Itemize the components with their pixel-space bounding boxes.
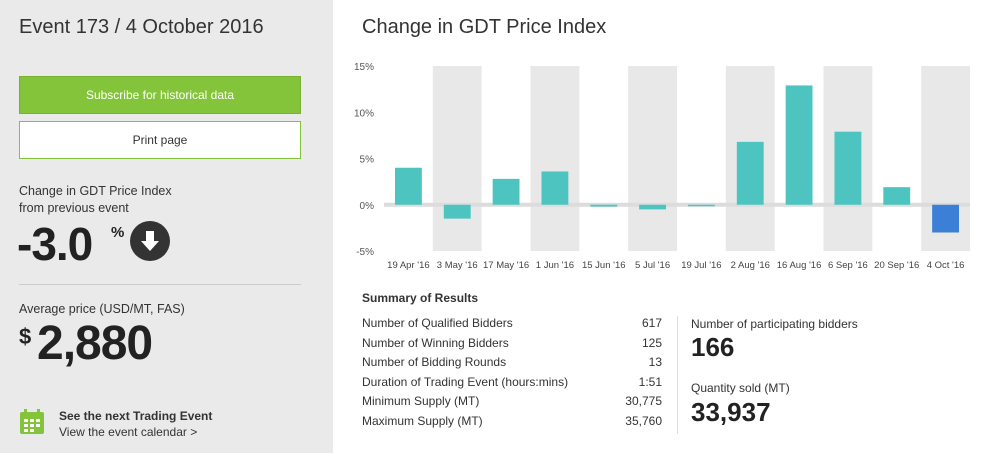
vertical-divider bbox=[677, 316, 678, 434]
x-tick-label: 20 Sep '16 bbox=[874, 260, 919, 271]
chart-band bbox=[628, 66, 677, 251]
summary-row-label: Maximum Supply (MT) bbox=[362, 413, 483, 428]
summary-row-value: 35,760 bbox=[625, 413, 662, 428]
summary-row: Duration of Trading Event (hours:mins) 1:… bbox=[362, 375, 662, 394]
quantity-value: 33,937 bbox=[691, 397, 771, 427]
change-value: -3.0 bbox=[17, 218, 93, 270]
chart-bar bbox=[639, 204, 667, 210]
x-tick-label: 16 Aug '16 bbox=[777, 260, 822, 271]
summary-row-label: Number of Winning Bidders bbox=[362, 335, 509, 350]
change-label-line1: Change in GDT Price Index bbox=[19, 184, 172, 198]
x-tick-label: 15 Jun '16 bbox=[582, 260, 626, 271]
sidebar: Event 173 / 4 October 2016 Subscribe for… bbox=[0, 0, 333, 453]
quantity-label: Quantity sold (MT) bbox=[691, 381, 790, 395]
x-tick-label: 2 Aug '16 bbox=[731, 260, 770, 271]
zero-line bbox=[384, 202, 970, 207]
y-tick-label: -5% bbox=[356, 247, 374, 258]
participating-value: 166 bbox=[691, 332, 735, 362]
summary-row: Number of Qualified Bidders 617 bbox=[362, 316, 662, 335]
avg-price-value: 2,880 bbox=[37, 317, 153, 370]
calendar-icon bbox=[20, 409, 44, 434]
summary-row-label: Number of Qualified Bidders bbox=[362, 316, 513, 330]
chart-bar bbox=[394, 167, 422, 205]
chart-bar bbox=[785, 85, 813, 205]
change-label-line2: from previous event bbox=[19, 201, 129, 215]
x-tick-label: 3 May '16 bbox=[437, 260, 478, 271]
price-index-chart: 15% 10% 5% 0% -5% 19 Apr '16 3 May '16 17 May '… bbox=[354, 62, 970, 271]
summary-row-label: Duration of Trading Event (hours:mins) bbox=[362, 374, 569, 389]
chart-bar bbox=[932, 204, 960, 233]
summary-row-label: Number of Bidding Rounds bbox=[362, 355, 507, 369]
chart-bar bbox=[541, 171, 569, 205]
x-tick-label: 5 Jul '16 bbox=[635, 260, 670, 271]
summary-row-value: 617 bbox=[641, 316, 662, 330]
participating-label: Number of participating bidders bbox=[691, 317, 858, 331]
chart-bar bbox=[492, 178, 520, 205]
summary-row-value: 125 bbox=[641, 335, 662, 350]
chart-bar bbox=[590, 204, 618, 207]
chart-bar bbox=[883, 187, 911, 205]
chart-band bbox=[432, 66, 482, 251]
summary-row: Minimum Supply (MT) 30,775 bbox=[362, 394, 662, 413]
avg-price-label: Average price (USD/MT, FAS) bbox=[19, 302, 185, 316]
chart-bar bbox=[443, 204, 471, 219]
event-calendar-link[interactable]: View the event calendar > bbox=[59, 425, 198, 439]
x-tick-label: 1 Jun '16 bbox=[536, 260, 574, 271]
x-tick-label: 19 Jul '16 bbox=[681, 260, 721, 271]
x-tick-label: 19 Apr '16 bbox=[387, 260, 430, 271]
summary-row: Maximum Supply (MT) 35,760 bbox=[362, 414, 662, 433]
chart-band bbox=[530, 66, 580, 251]
summary-row: Number of Bidding Rounds 13 bbox=[362, 355, 662, 374]
event-title: Event 173 / 4 October 2016 bbox=[19, 16, 264, 38]
print-page-button[interactable]: Print page bbox=[19, 121, 301, 159]
y-tick-label: 5% bbox=[360, 155, 375, 166]
y-tick-label: 10% bbox=[354, 108, 374, 119]
x-tick-label: 4 Oct '16 bbox=[927, 260, 965, 271]
avg-price-currency: $ bbox=[19, 324, 32, 349]
x-tick-label: 17 May '16 bbox=[483, 260, 529, 271]
chart-bar bbox=[834, 131, 862, 205]
chart-title: Change in GDT Price Index bbox=[362, 16, 607, 38]
summary-row-label: Minimum Supply (MT) bbox=[362, 394, 480, 408]
subscribe-button[interactable]: Subscribe for historical data bbox=[19, 76, 301, 114]
summary-row-value: 13 bbox=[648, 355, 662, 369]
divider bbox=[19, 284, 301, 285]
chart-bar bbox=[736, 141, 764, 205]
summary-row: Number of Winning Bidders 125 bbox=[362, 336, 662, 355]
x-tick-label: 6 Sep '16 bbox=[828, 260, 868, 271]
y-tick-label: 15% bbox=[354, 62, 374, 73]
change-unit: % bbox=[111, 224, 125, 241]
down-arrow-icon bbox=[130, 221, 170, 261]
summary-row-value: 30,775 bbox=[625, 394, 662, 408]
chart-bar bbox=[687, 204, 715, 207]
next-event-title[interactable]: See the next Trading Event bbox=[59, 409, 213, 423]
summary-row-value: 1:51 bbox=[638, 374, 662, 389]
change-label: Change in GDT Price Index from previous … bbox=[19, 183, 172, 217]
y-tick-label: 0% bbox=[360, 201, 375, 212]
summary-title: Summary of Results bbox=[362, 291, 479, 305]
